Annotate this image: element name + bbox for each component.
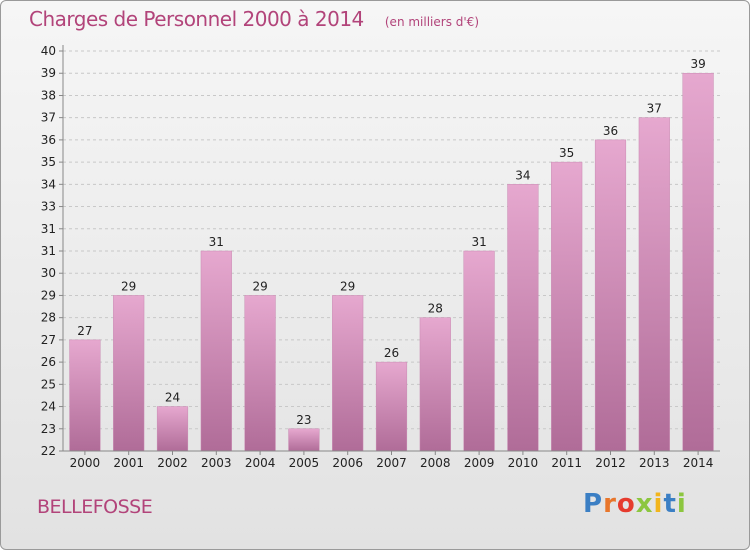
data-label: 29 bbox=[252, 279, 267, 293]
logo-letter: x bbox=[635, 489, 654, 519]
data-label: 35 bbox=[559, 146, 574, 160]
x-tick-label: 2008 bbox=[420, 456, 451, 470]
y-tick-label: 36 bbox=[41, 133, 56, 147]
data-label: 27 bbox=[77, 324, 92, 338]
proxiti-logo[interactable]: Proxiti bbox=[583, 489, 687, 519]
data-label: 23 bbox=[296, 413, 311, 427]
data-label: 36 bbox=[603, 124, 618, 138]
x-tick-label: 2000 bbox=[70, 456, 101, 470]
y-tick-label: 29 bbox=[41, 288, 56, 302]
x-tick-label: 2003 bbox=[201, 456, 232, 470]
y-tick-label: 23 bbox=[41, 422, 56, 436]
data-label: 39 bbox=[690, 57, 705, 71]
x-tick-label: 2007 bbox=[376, 456, 407, 470]
y-tick-label: 38 bbox=[41, 88, 56, 102]
x-tick-label: 2014 bbox=[683, 456, 714, 470]
logo-letter: r bbox=[603, 489, 617, 519]
y-tick-label: 25 bbox=[41, 377, 56, 391]
logo-letter: t bbox=[663, 489, 677, 519]
y-tick-label: 35 bbox=[41, 155, 56, 169]
chart-title: Charges de Personnel 2000 à 2014 bbox=[29, 7, 364, 31]
y-tick-label: 40 bbox=[41, 44, 56, 58]
x-tick-label: 2012 bbox=[595, 456, 626, 470]
y-tick-label: 39 bbox=[41, 66, 56, 80]
y-tick-label: 26 bbox=[41, 355, 56, 369]
data-label: 31 bbox=[209, 235, 224, 249]
logo-letter: i bbox=[653, 489, 664, 519]
y-tick-label: 31 bbox=[41, 244, 56, 258]
x-tick-label: 2001 bbox=[113, 456, 144, 470]
y-tick-label: 28 bbox=[41, 311, 56, 325]
y-tick-label: 34 bbox=[41, 177, 56, 191]
y-axis-ticks: 22 23 24 25 26 27 28 29 30 31 31 33 34 35 36 37 38 39 40 bbox=[41, 44, 63, 458]
bar bbox=[375, 361, 408, 452]
x-tick-label: 2005 bbox=[289, 456, 320, 470]
chart-subtitle: (en milliers d'€) bbox=[384, 15, 479, 29]
data-label: 24 bbox=[165, 391, 180, 405]
bar bbox=[551, 161, 583, 452]
data-labels: 27 29 24 31 29 23 29 26 28 31 34 35 36 37 39 bbox=[77, 57, 705, 427]
commune-name: BELLEFOSSE bbox=[37, 496, 153, 518]
x-tick-label: 2002 bbox=[157, 456, 188, 470]
title-row: Charges de Personnel 2000 à 2014 (en mil… bbox=[29, 7, 479, 31]
x-tick-label: 2004 bbox=[245, 456, 276, 470]
logo-letter: o bbox=[616, 489, 636, 519]
logo-letter: P bbox=[583, 489, 604, 519]
x-axis-ticks: 2000 2001 2002 2003 2004 2005 2006 2007 2008 2009… bbox=[70, 451, 714, 470]
x-tick-label: 2013 bbox=[639, 456, 670, 470]
bar bbox=[200, 250, 232, 452]
bar bbox=[288, 428, 320, 452]
x-tick-label: 2006 bbox=[332, 456, 363, 470]
y-tick-label: 22 bbox=[41, 444, 56, 458]
bar bbox=[156, 406, 189, 452]
bar bbox=[332, 295, 364, 452]
data-label: 26 bbox=[384, 346, 399, 360]
bar bbox=[244, 295, 276, 452]
axes bbox=[62, 45, 720, 452]
data-label: 28 bbox=[428, 302, 443, 316]
data-label: 29 bbox=[121, 279, 136, 293]
data-label: 34 bbox=[515, 168, 530, 182]
y-tick-label: 24 bbox=[41, 400, 56, 414]
x-tick-label: 2009 bbox=[464, 456, 495, 470]
y-tick-label: 37 bbox=[41, 111, 56, 125]
bar bbox=[594, 139, 627, 452]
y-tick-label: 27 bbox=[41, 333, 56, 347]
bar bbox=[419, 317, 451, 452]
bar bbox=[463, 250, 495, 452]
bar bbox=[69, 339, 101, 452]
data-label: 31 bbox=[471, 235, 486, 249]
bars bbox=[69, 72, 714, 452]
x-tick-label: 2010 bbox=[508, 456, 539, 470]
bar bbox=[638, 117, 670, 452]
y-tick-label: 33 bbox=[41, 200, 56, 214]
bar bbox=[113, 295, 145, 452]
logo-letter: i bbox=[676, 489, 687, 519]
x-tick-label: 2011 bbox=[551, 456, 582, 470]
data-label: 29 bbox=[340, 279, 355, 293]
bar bbox=[507, 184, 539, 452]
y-tick-label: 30 bbox=[41, 266, 56, 280]
data-label: 37 bbox=[647, 102, 662, 116]
y-tick-label: 31 bbox=[41, 222, 56, 236]
bar bbox=[682, 72, 714, 452]
